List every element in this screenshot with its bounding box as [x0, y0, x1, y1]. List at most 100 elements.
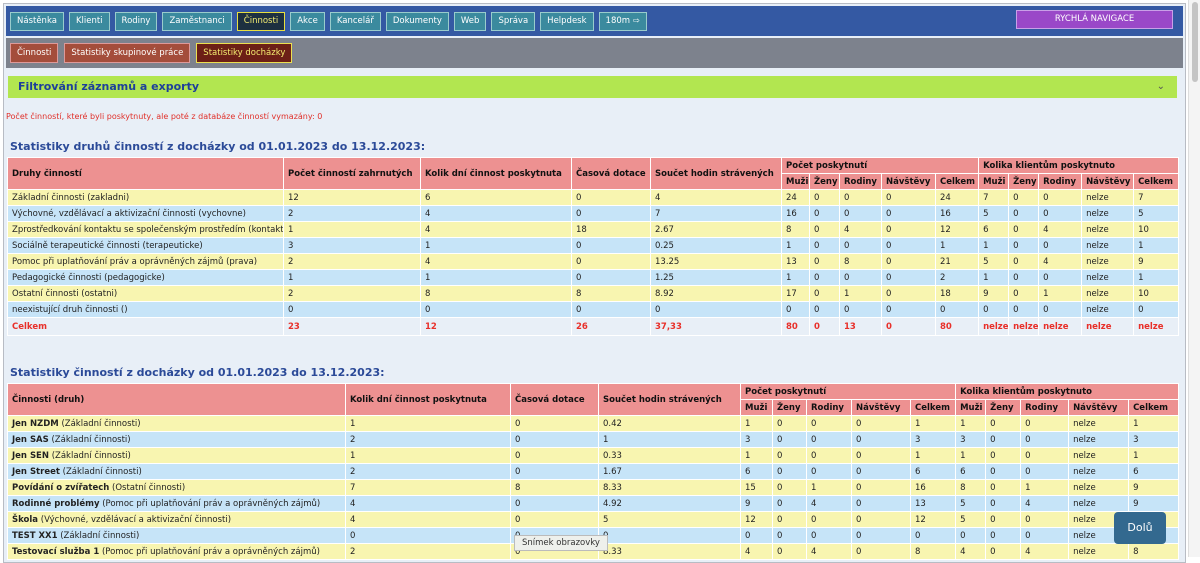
- table-row: Ostatní činnosti (ostatni) 2 8 8 8.92 17 0 1 0 18…: [7, 285, 1180, 302]
- table-cell: 7: [650, 205, 782, 222]
- table-cell: 0: [1008, 189, 1040, 206]
- column-subheader: Rodiny: [806, 399, 852, 416]
- activity-type: (Základní činnosti): [62, 466, 142, 477]
- nav-button[interactable]: Zaměstnanci: [162, 11, 232, 31]
- table-cell: 4: [955, 543, 987, 560]
- activity-name-cell: Jen SAS (Základní činnosti): [7, 431, 346, 448]
- table-cell: 0: [1020, 447, 1070, 464]
- table-cell: 2.67: [650, 221, 782, 238]
- nav-button[interactable]: Klienti: [68, 11, 110, 31]
- table-cell: 1: [420, 269, 572, 286]
- table-cell: 16: [909, 479, 957, 496]
- nav-button[interactable]: Kancelář: [329, 11, 381, 31]
- table-cell: 0: [650, 301, 782, 318]
- table-cell: 1: [420, 237, 572, 254]
- scroll-down-button[interactable]: Dolů: [1114, 512, 1166, 544]
- column-subheader: Muži: [740, 399, 773, 416]
- scrollbar-thumb[interactable]: [1192, 2, 1198, 82]
- total-cell: nelze: [978, 317, 1010, 336]
- table-cell: 0: [985, 463, 1022, 480]
- total-cell: 37,33: [650, 317, 782, 336]
- nav-button[interactable]: Rodiny: [114, 11, 158, 31]
- table-cell: 2: [934, 269, 980, 286]
- table-cell: 0: [806, 527, 852, 544]
- table-cell: 4: [1020, 495, 1070, 512]
- table-cell: 7: [978, 189, 1010, 206]
- nav-button[interactable]: 180m ⇨: [598, 11, 647, 31]
- subnav-button[interactable]: Statistiky docházky: [196, 43, 293, 63]
- nav-button[interactable]: Akce: [290, 11, 325, 31]
- table-cell: 0: [955, 527, 987, 544]
- table-cell: 0: [510, 495, 599, 512]
- activity-name: TEST XX1: [12, 530, 58, 541]
- table-cell: 10: [1133, 285, 1180, 302]
- table-cell: 0: [598, 527, 741, 544]
- table-cell: 4: [420, 253, 572, 270]
- table-cell: 0: [772, 415, 807, 432]
- table-cell: 21: [934, 253, 980, 270]
- table-cell: nelze: [1081, 301, 1135, 318]
- table-cell: nelze: [1068, 431, 1130, 448]
- table-cell: 2: [345, 463, 511, 480]
- table-cell: 3: [1128, 431, 1180, 448]
- table-cell: 12: [283, 189, 421, 206]
- table-row: Jen NZDM (Základní činnosti) 1 0 0.42 1 0 0 0 1 1…: [7, 415, 1180, 432]
- table-row: Rodinné problémy (Pomoc při uplatňování …: [7, 495, 1180, 512]
- subnav-button[interactable]: Činnosti: [10, 43, 59, 63]
- activity-type: (Základní činnosti): [61, 418, 141, 429]
- nav-button[interactable]: Helpdesk: [540, 11, 594, 31]
- table-cell: 0: [881, 301, 936, 318]
- table-cell: 1: [1128, 415, 1180, 432]
- table-cell: 0: [851, 463, 911, 480]
- table-cell: 8: [909, 543, 957, 560]
- table-cell: 0.42: [598, 415, 741, 432]
- table-cell: 1: [806, 479, 852, 496]
- table-cell: 1: [283, 221, 421, 238]
- table-cell: 1: [839, 285, 882, 302]
- table-cell: Sociálně terapeutické činnosti (terapeut…: [7, 237, 284, 254]
- table-row: Testovací služba 1 (Pomoc při uplatňován…: [7, 543, 1180, 560]
- table-cell: 0: [978, 301, 1010, 318]
- nav-button[interactable]: Činnosti: [236, 11, 286, 31]
- table-row: Zprostředkování kontaktu se společenským…: [7, 221, 1180, 238]
- table-cell: 9: [1128, 495, 1180, 512]
- table-cell: 0: [1020, 511, 1070, 528]
- column-subheader: Rodiny: [1038, 173, 1083, 190]
- chevron-down-icon[interactable]: ⌄: [1156, 81, 1165, 92]
- nav-button[interactable]: Správa: [491, 11, 536, 31]
- table-cell: nelze: [1081, 253, 1135, 270]
- table-cell: 5: [978, 205, 1010, 222]
- table-cell: 4: [839, 221, 882, 238]
- table-cell: 0: [571, 253, 651, 270]
- table-cell: 8.92: [650, 285, 782, 302]
- nav-button[interactable]: Nástěnka: [10, 11, 64, 31]
- total-cell: nelze: [1038, 317, 1083, 336]
- quick-navigation-button[interactable]: RYCHLÁ NAVIGACE: [1016, 10, 1173, 29]
- table-cell: nelze: [1068, 415, 1130, 432]
- nav-button[interactable]: Dokumenty: [385, 11, 449, 31]
- table-cell: 5: [955, 511, 987, 528]
- table-cell: 0: [934, 301, 980, 318]
- scrollbar[interactable]: [1188, 0, 1200, 557]
- table-cell: 0: [1133, 301, 1180, 318]
- table-cell: 5: [978, 253, 1010, 270]
- table-cell: 0: [851, 495, 911, 512]
- table-cell: 0: [985, 431, 1022, 448]
- table-cell: 10: [1133, 221, 1180, 238]
- table-cell: 0: [881, 237, 936, 254]
- table-cell: 0: [881, 285, 936, 302]
- table-cell: 1: [740, 415, 773, 432]
- table-cell: nelze: [1068, 495, 1130, 512]
- nav-button[interactable]: Web: [453, 11, 487, 31]
- activity-name-cell: Rodinné problémy (Pomoc při uplatňování …: [7, 495, 346, 512]
- table-cell: 0: [345, 527, 511, 544]
- table-cell: 8: [510, 479, 599, 496]
- table-cell: 8.33: [598, 543, 741, 560]
- table-cell: nelze: [1068, 479, 1130, 496]
- table-cell: 0: [772, 479, 807, 496]
- table-cell: 0: [571, 301, 651, 318]
- filter-panel-header[interactable]: Filtrování záznamů a exporty ⌄: [8, 76, 1177, 98]
- subnav-button[interactable]: Statistiky skupinové práce: [64, 43, 191, 63]
- table-cell: 0: [809, 269, 840, 286]
- table-cell: 0: [809, 237, 840, 254]
